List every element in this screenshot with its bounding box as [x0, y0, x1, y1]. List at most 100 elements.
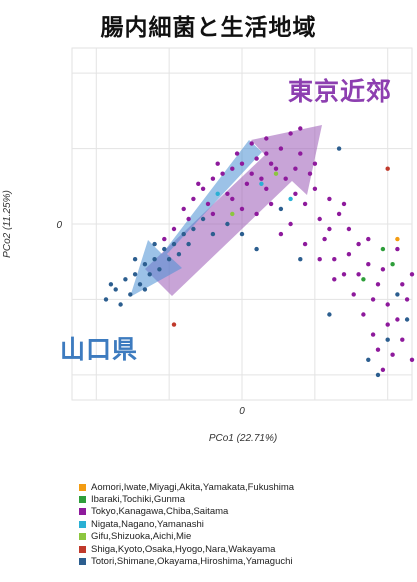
data-point-series-2 — [230, 196, 235, 202]
data-point-series-6 — [166, 257, 172, 262]
legend-swatch — [79, 558, 86, 566]
data-point-series-2 — [244, 181, 250, 186]
data-point-series-2 — [293, 166, 298, 171]
data-point-series-2 — [239, 206, 245, 212]
data-point-series-2 — [302, 241, 308, 247]
data-point-series-2 — [400, 282, 405, 287]
data-point-series-2 — [327, 196, 332, 202]
data-point-series-2 — [191, 196, 196, 202]
data-point-series-4 — [230, 211, 235, 217]
data-point-series-2 — [230, 166, 235, 171]
data-point-series-5 — [385, 166, 390, 171]
data-point-series-6 — [152, 257, 157, 262]
data-point-series-2 — [375, 282, 381, 287]
data-point-series-2 — [385, 322, 390, 327]
data-point-series-2 — [346, 226, 352, 232]
data-point-series-6 — [108, 282, 114, 287]
data-point-series-6 — [254, 246, 259, 252]
data-point-series-2 — [332, 257, 337, 262]
data-point-series-2 — [312, 186, 318, 191]
data-point-series-2 — [259, 176, 264, 181]
data-point-series-2 — [186, 216, 191, 222]
data-point-series-6 — [181, 231, 186, 237]
data-point-series-2 — [288, 131, 293, 136]
data-point-series-1 — [380, 246, 386, 252]
legend-label: Totori,Shimane,Okayama,Hiroshima,Yamaguc… — [91, 556, 293, 568]
data-point-series-2 — [409, 272, 415, 277]
axis-ticks: 00 — [56, 220, 245, 417]
data-point-series-2 — [254, 211, 259, 217]
data-point-series-2 — [370, 332, 376, 337]
data-point-series-2 — [249, 141, 254, 146]
data-point-series-2 — [380, 367, 386, 372]
data-point-series-2 — [210, 211, 216, 217]
data-point-series-2 — [366, 236, 371, 242]
data-point-series-2 — [264, 136, 269, 141]
legend-label: Tokyo,Kanagawa,Chiba,Saitama — [91, 506, 229, 518]
data-point-series-2 — [346, 252, 352, 257]
data-point-series-2 — [225, 191, 230, 196]
data-point-series-2 — [283, 176, 288, 181]
data-point-series-6 — [113, 287, 118, 292]
data-point-series-2 — [254, 156, 259, 161]
annotation-tokyo-area: 東京近郊 — [288, 77, 393, 106]
legend-swatch — [79, 545, 86, 553]
legend-swatch — [79, 508, 86, 516]
legend-swatch — [79, 483, 86, 491]
data-point-series-1 — [390, 262, 395, 267]
data-point-series-2 — [268, 201, 274, 207]
data-point-series-2 — [327, 226, 332, 232]
data-point-series-6 — [137, 282, 143, 287]
data-point-series-3 — [215, 191, 220, 196]
x-tick-label: 0 — [239, 406, 245, 417]
data-point-series-2 — [298, 151, 303, 156]
legend-swatch — [79, 520, 86, 528]
legend: Aomori,Iwate,Miyagi,Akita,Yamakata,Fukus… — [79, 481, 294, 568]
legend-label: Gifu,Shizuoka,Aichi,Mie — [91, 531, 192, 543]
data-point-series-4 — [273, 171, 279, 176]
data-point-series-2 — [162, 236, 167, 242]
data-point-series-2 — [356, 272, 361, 277]
data-point-series-2 — [409, 357, 415, 362]
data-point-series-6 — [366, 357, 371, 362]
data-point-series-6 — [298, 257, 303, 262]
legend-item: Gifu,Shizuoka,Aichi,Mie — [79, 531, 294, 543]
data-point-series-6 — [239, 231, 245, 237]
data-point-series-3 — [288, 196, 293, 202]
data-point-series-2 — [361, 312, 366, 317]
data-point-series-2 — [293, 191, 298, 196]
data-point-series-2 — [400, 337, 405, 342]
data-point-series-2 — [302, 201, 308, 207]
data-point-series-2 — [215, 161, 220, 166]
data-point-series-6 — [142, 262, 148, 267]
legend-label: Nigata,Nagano,Yamanashi — [91, 518, 204, 530]
data-points — [103, 126, 415, 378]
data-point-series-2 — [196, 181, 201, 186]
legend-label: Ibaraki,Tochiki,Gunma — [91, 494, 185, 506]
data-point-series-2 — [264, 151, 269, 156]
data-point-series-0 — [395, 236, 400, 242]
data-point-series-2 — [322, 236, 327, 242]
data-point-series-3 — [259, 181, 264, 186]
data-point-series-2 — [375, 347, 381, 352]
data-point-series-2 — [205, 201, 211, 207]
data-point-series-2 — [249, 171, 254, 176]
data-point-series-6 — [395, 292, 400, 297]
data-point-series-6 — [142, 287, 148, 292]
data-point-series-6 — [375, 372, 381, 378]
data-point-series-6 — [171, 241, 177, 247]
data-point-series-2 — [278, 146, 284, 151]
data-point-series-6 — [147, 272, 152, 277]
data-point-series-6 — [327, 312, 332, 317]
arrow-yamaguchi — [130, 140, 262, 297]
legend-label: Aomori,Iwate,Miyagi,Akita,Yamakata,Fukus… — [91, 481, 295, 493]
data-point-series-6 — [128, 292, 133, 297]
data-point-series-6 — [162, 246, 167, 252]
data-point-series-2 — [390, 352, 395, 357]
data-point-series-2 — [395, 317, 400, 322]
data-point-series-2 — [307, 171, 313, 176]
data-point-series-2 — [220, 171, 225, 176]
data-point-series-2 — [181, 206, 186, 212]
data-point-series-6 — [123, 277, 128, 282]
data-point-series-6 — [132, 272, 138, 277]
